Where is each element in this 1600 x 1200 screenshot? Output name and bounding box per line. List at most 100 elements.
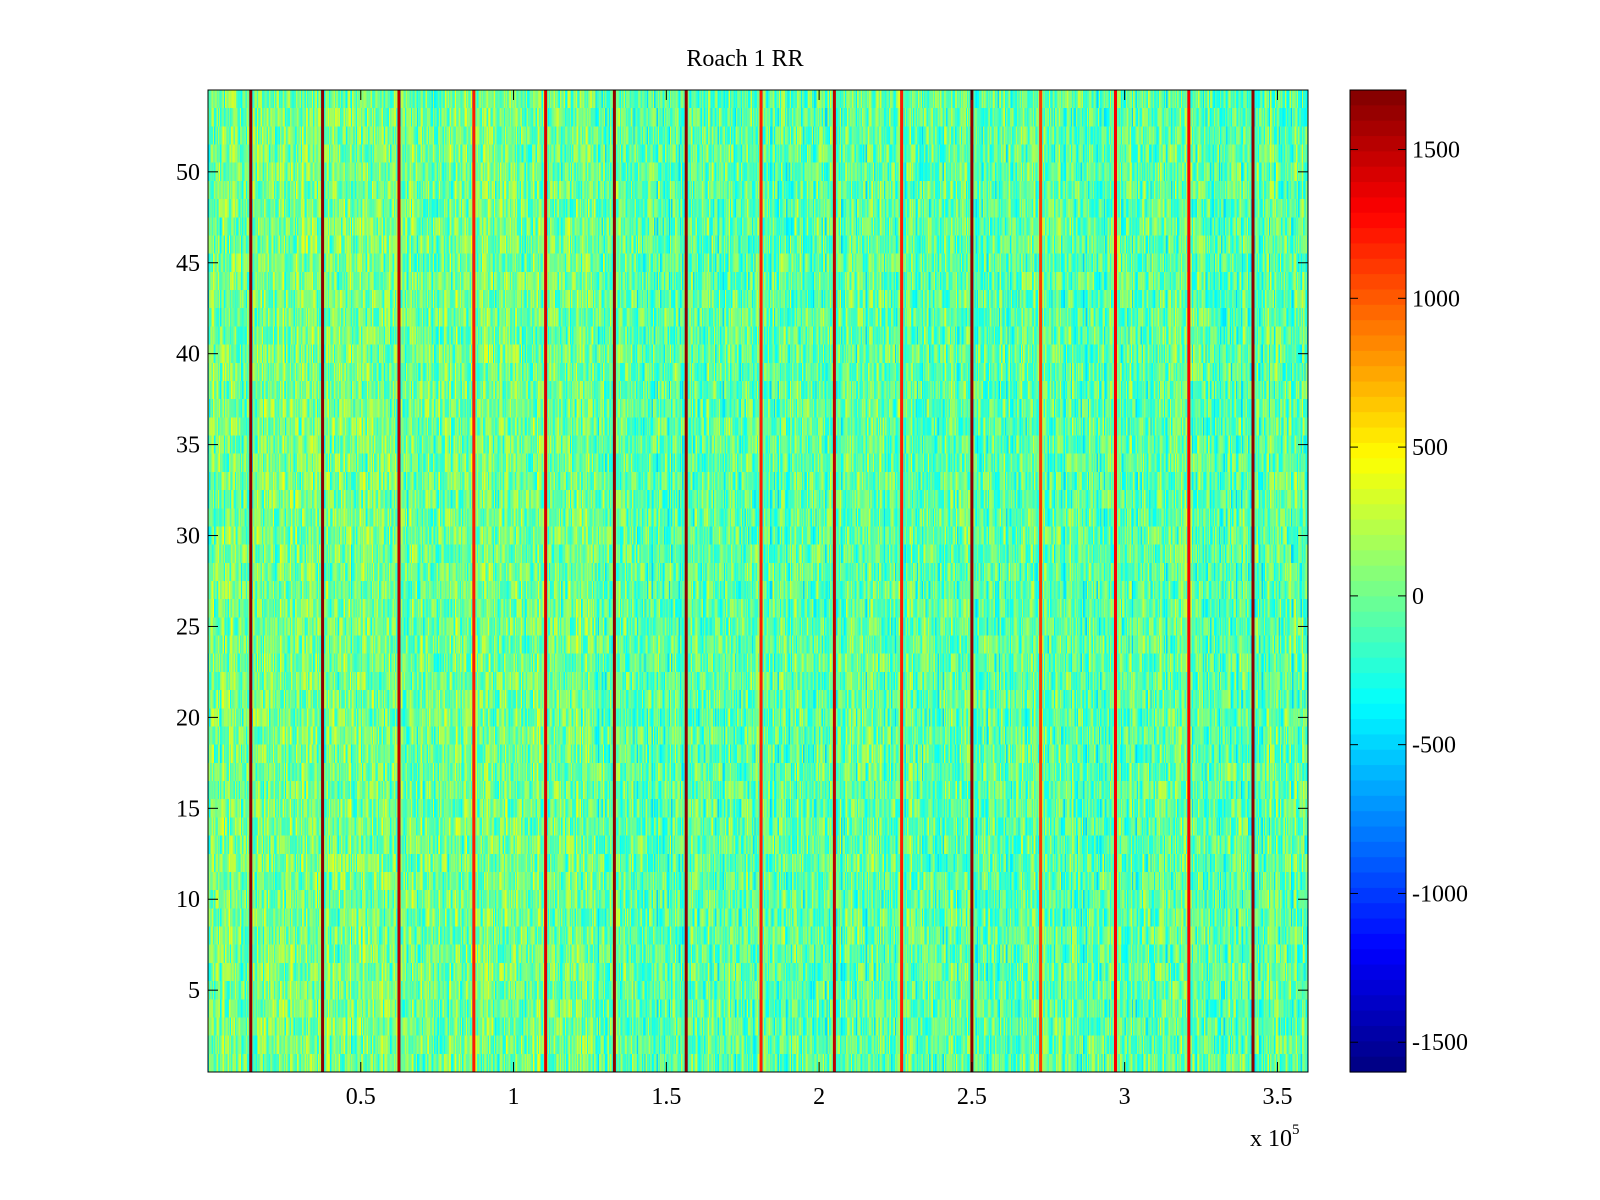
y-tick-label-5: 25 [176, 614, 200, 640]
colorbar-band [1350, 166, 1406, 183]
strong-column-12 [1039, 90, 1043, 1072]
colorbar-band [1350, 534, 1406, 551]
strong-column-13 [1114, 90, 1117, 1072]
colorbar-tick-label-7: -1500 [1412, 1030, 1468, 1056]
y-tick-label-8: 40 [176, 342, 200, 368]
colorbar-band [1350, 581, 1406, 597]
colorbar-band [1350, 627, 1406, 643]
y-tick-label-4: 20 [176, 705, 200, 731]
colorbar-band [1350, 350, 1406, 367]
colorbar-tick-label-3: 500 [1412, 435, 1448, 461]
colorbar-band [1350, 519, 1406, 536]
strong-column-9 [832, 90, 836, 1072]
colorbar-band [1350, 212, 1406, 229]
colorbar-band [1350, 719, 1406, 736]
colorbar-tick-label-6: -1000 [1412, 881, 1468, 907]
y-axis-ticks: 5 10 15 20 25 30 35 40 45 50 [176, 160, 1308, 1004]
y-tick-label-1: 5 [188, 978, 200, 1004]
y-tick-label-7: 35 [176, 433, 200, 459]
colorbar-band [1350, 657, 1406, 674]
colorbar-band [1350, 1056, 1406, 1073]
colorbar-band [1350, 197, 1406, 214]
colorbar-band [1350, 136, 1406, 152]
x-tick-label-7: 3.5 [1262, 1084, 1292, 1110]
x-axis-ticks: 0.5 1 1.5 2 2.5 3 3.5 [346, 90, 1292, 1110]
colorbar-band [1350, 887, 1406, 904]
colorbar-band [1350, 504, 1406, 521]
colorbar-band [1350, 381, 1406, 398]
colorbar-band [1350, 228, 1406, 245]
colorbar-band [1350, 304, 1406, 321]
y-tick-label-6: 30 [176, 524, 200, 550]
colorbar-band [1350, 857, 1406, 874]
colorbar-band [1350, 642, 1406, 659]
colorbar-band [1350, 795, 1406, 812]
colorbar-band [1350, 274, 1406, 291]
colorbar-tick-label-1: 1500 [1412, 138, 1460, 164]
colorbar-band [1350, 780, 1406, 797]
colorbar-band [1350, 120, 1406, 137]
colorbar-band [1350, 596, 1406, 613]
colorbar-band [1350, 550, 1406, 567]
colorbar-band [1350, 105, 1406, 122]
strong-column-5 [544, 90, 548, 1072]
colorbar-band [1350, 765, 1406, 782]
colorbar-band [1350, 473, 1406, 490]
colorbar-tick-label-4: 0 [1412, 584, 1424, 610]
x-tick-label-6: 3 [1119, 1084, 1131, 1110]
colorbar-band [1350, 366, 1406, 383]
strong-column-7 [684, 90, 688, 1072]
colorbar-band [1350, 182, 1406, 199]
colorbar-band [1350, 841, 1406, 858]
colorbar-band [1350, 688, 1406, 705]
colorbar-band [1350, 918, 1406, 935]
colorbar-band [1350, 243, 1406, 260]
colorbar-band [1350, 412, 1406, 429]
colorbar-band [1350, 734, 1406, 751]
colorbar-band [1350, 811, 1406, 828]
colorbar-band [1350, 258, 1406, 275]
colorbar-band [1350, 90, 1406, 106]
y-tick-label-3: 15 [176, 796, 200, 822]
strong-column-14 [1187, 90, 1191, 1072]
strong-column-2 [321, 90, 325, 1072]
colorbar-band [1350, 442, 1406, 459]
colorbar-band [1350, 995, 1406, 1012]
x-tick-label-3: 1.5 [651, 1084, 681, 1110]
strong-column-8 [759, 90, 763, 1072]
colorbar-band [1350, 872, 1406, 889]
colorbar-band [1350, 673, 1406, 690]
colorbar-band [1350, 427, 1406, 444]
colorbar-band [1350, 703, 1406, 720]
colorbar-band [1350, 933, 1406, 950]
colorbar: 1500 1000 500 0 -500 -1000 -1500 [1349, 89, 1468, 1073]
colorbar-band [1350, 289, 1406, 306]
colorbar-band [1350, 964, 1406, 981]
colorbar-gradient [1350, 90, 1406, 1073]
chart-title: Roach 1 RR [686, 46, 803, 72]
plot-frame [207, 89, 1309, 1073]
x-axis-multiplier: x 105 [1250, 1122, 1300, 1152]
colorbar-band [1350, 1025, 1406, 1042]
strong-column-4 [472, 90, 476, 1072]
x-tick-label-2: 1 [508, 1084, 520, 1110]
colorbar-band [1350, 396, 1406, 413]
colorbar-band [1350, 488, 1406, 505]
y-tick-label-10: 50 [176, 160, 200, 186]
y-tick-label-2: 10 [176, 887, 200, 913]
colorbar-band [1350, 1041, 1406, 1058]
strong-column-10 [900, 90, 904, 1072]
colorbar-band [1350, 335, 1406, 352]
y-tick-label-9: 45 [176, 251, 200, 277]
colorbar-band [1350, 458, 1406, 475]
colorbar-band [1350, 1010, 1406, 1027]
colorbar-band [1350, 903, 1406, 920]
colorbar-band [1350, 826, 1406, 843]
heatmap-cells [208, 90, 1308, 1072]
strong-column-3 [397, 90, 401, 1072]
colorbar-band [1350, 749, 1406, 766]
strong-column-6 [612, 90, 616, 1072]
colorbar-frame [1349, 89, 1407, 1073]
strong-column-11 [970, 90, 974, 1072]
strong-column-1 [249, 90, 253, 1072]
